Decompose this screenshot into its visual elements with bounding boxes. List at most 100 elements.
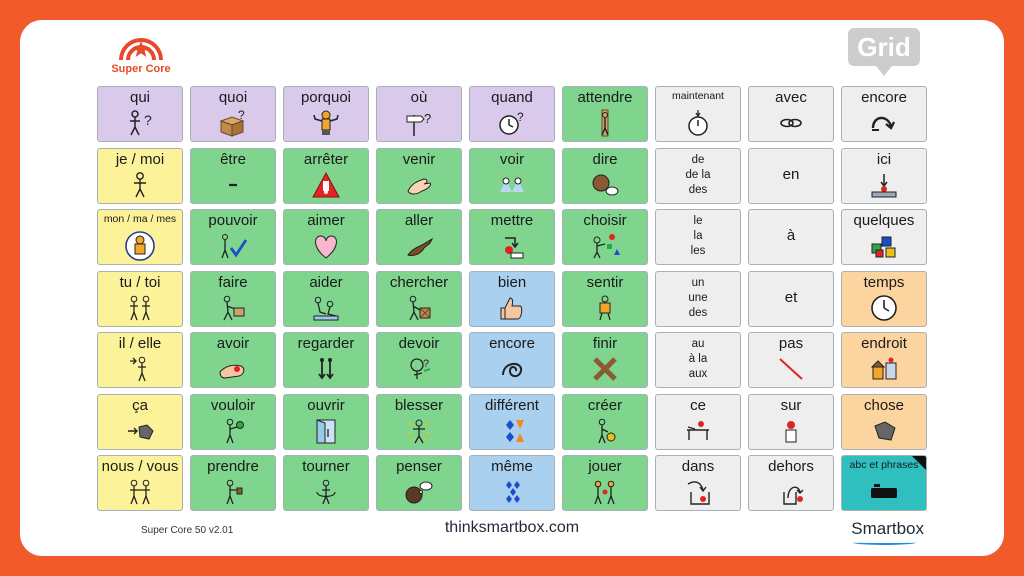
- cell-ouvrir[interactable]: ouvrir: [283, 393, 369, 450]
- cell-endroit[interactable]: endroit: [841, 332, 927, 388]
- cell-arrêter[interactable]: arrêter: [283, 147, 369, 204]
- cell-pouvoir[interactable]: pouvoir: [190, 209, 276, 265]
- cell-encore[interactable]: encore: [469, 332, 555, 388]
- he-she-icon: [98, 354, 182, 384]
- cell-dire[interactable]: dire: [562, 147, 648, 204]
- svg-text:?: ?: [424, 111, 431, 126]
- cell-faire[interactable]: faire: [190, 270, 276, 327]
- cell-un-une-des[interactable]: un une des: [655, 270, 741, 327]
- cell-où[interactable]: où?: [376, 86, 462, 142]
- cell-au-à-la-aux[interactable]: au à la aux: [655, 332, 741, 388]
- cell-label: dans: [681, 458, 715, 475]
- stop-sign-icon: [284, 170, 368, 200]
- cell-porquoi[interactable]: porquoi: [283, 86, 369, 142]
- cell-tu-toi[interactable]: tu / toi: [97, 270, 183, 327]
- cell-label: regarder: [297, 335, 355, 352]
- cell-ça[interactable]: ça: [97, 393, 183, 450]
- cell-tourner[interactable]: tourner: [283, 455, 369, 511]
- cell-avoir[interactable]: avoir: [190, 332, 276, 388]
- rainbow-star-icon: [119, 38, 163, 61]
- logo-text: Super Core: [111, 63, 171, 75]
- keyboard-icon: [842, 477, 926, 507]
- here-marker-icon: [842, 170, 926, 200]
- cell-chose[interactable]: chose: [841, 393, 927, 450]
- cell-le-la-les[interactable]: le la les: [655, 209, 741, 265]
- must-person-icon: ?: [377, 354, 461, 384]
- cell-mettre[interactable]: mettre: [469, 209, 555, 265]
- cell-pas[interactable]: pas: [748, 332, 834, 388]
- svg-text:?: ?: [144, 112, 152, 128]
- cell-aller[interactable]: aller: [376, 209, 462, 265]
- beckoning-hand-icon: [377, 170, 461, 200]
- cell-bien[interactable]: bien: [469, 270, 555, 327]
- cell-sentir[interactable]: sentir: [562, 270, 648, 327]
- cell-label: je / moi: [115, 150, 165, 168]
- cell-quoi[interactable]: quoi?: [190, 86, 276, 142]
- cell-regarder[interactable]: regarder: [283, 332, 369, 388]
- choose-shapes-icon: [563, 231, 647, 261]
- this-table-icon: [656, 416, 740, 446]
- cell-choisir[interactable]: choisir: [562, 209, 648, 265]
- cell-de-de-la-des[interactable]: de de la des: [655, 147, 741, 204]
- taking-person-icon: [191, 477, 275, 507]
- cell-jouer[interactable]: jouer: [562, 455, 648, 511]
- cell-label: attendre: [577, 89, 633, 106]
- cell-devoir[interactable]: devoir?: [376, 332, 462, 388]
- cell-voir[interactable]: voir: [469, 147, 555, 204]
- cell-ici[interactable]: ici: [841, 147, 927, 204]
- create-person-icon: [563, 416, 647, 446]
- cell-dans[interactable]: dans: [655, 455, 741, 511]
- cell-aimer[interactable]: aimer: [283, 209, 369, 265]
- cell-ce[interactable]: ce: [655, 393, 741, 450]
- svg-text:?: ?: [423, 358, 429, 370]
- hurt-person-icon: [377, 416, 461, 446]
- cell-qui[interactable]: qui?: [97, 86, 183, 142]
- cell-nous-vous[interactable]: nous / vous: [97, 455, 183, 511]
- cell-quand[interactable]: quand?: [469, 86, 555, 142]
- cell-sur[interactable]: sur: [748, 393, 834, 450]
- cell-label: en: [782, 165, 800, 183]
- cell-et[interactable]: et: [748, 270, 834, 327]
- cell-avec[interactable]: avec: [748, 86, 834, 142]
- cell-label: arrêter: [303, 150, 349, 168]
- cell-blesser[interactable]: blesser: [376, 393, 462, 450]
- cell-label: voir: [499, 150, 525, 168]
- cell-il-elle[interactable]: il / elle: [97, 332, 183, 388]
- cell-même[interactable]: même: [469, 455, 555, 511]
- cell-finir[interactable]: finir: [562, 332, 648, 388]
- cell-vouloir[interactable]: vouloir: [190, 393, 276, 450]
- cell-penser[interactable]: penser: [376, 455, 462, 511]
- cell-label: il / elle: [118, 335, 162, 352]
- cell-attendre[interactable]: attendre: [562, 86, 648, 142]
- cell-encore[interactable]: encore: [841, 86, 927, 142]
- cell-chercher[interactable]: chercher: [376, 270, 462, 327]
- cell-label: maintenant: [672, 90, 724, 102]
- cell-quelques[interactable]: quelques: [841, 209, 927, 265]
- cell-mon-ma-mes[interactable]: mon / ma / mes: [97, 209, 183, 265]
- repeat-arrow-icon: [842, 108, 926, 138]
- cell-aider[interactable]: aider: [283, 270, 369, 327]
- feeling-person-icon: [563, 293, 647, 323]
- we-people-icon: [98, 477, 182, 507]
- cell-à[interactable]: à: [748, 209, 834, 265]
- cell-abc-et-phrases[interactable]: abc et phrases: [841, 455, 927, 511]
- cell-label: avoir: [216, 335, 250, 352]
- you-people-icon: [98, 293, 182, 323]
- eyes-icon: [470, 170, 554, 200]
- cell-label: ici: [876, 150, 892, 168]
- holding-hand-icon: [191, 354, 275, 384]
- wanting-person-icon: [191, 416, 275, 446]
- my-person-icon: [98, 231, 182, 261]
- on-top-icon: [749, 416, 833, 446]
- cell-je-moi[interactable]: je / moi: [97, 147, 183, 204]
- cell-temps[interactable]: temps: [841, 270, 927, 327]
- cell-maintenant[interactable]: maintenant: [655, 86, 741, 142]
- cell-venir[interactable]: venir: [376, 147, 462, 204]
- box-question-icon: ?: [191, 108, 275, 138]
- cell-être[interactable]: être: [190, 147, 276, 204]
- cell-en[interactable]: en: [748, 147, 834, 204]
- cell-prendre[interactable]: prendre: [190, 455, 276, 511]
- cell-différent[interactable]: différent: [469, 393, 555, 450]
- cell-dehors[interactable]: dehors: [748, 455, 834, 511]
- cell-créer[interactable]: créer: [562, 393, 648, 450]
